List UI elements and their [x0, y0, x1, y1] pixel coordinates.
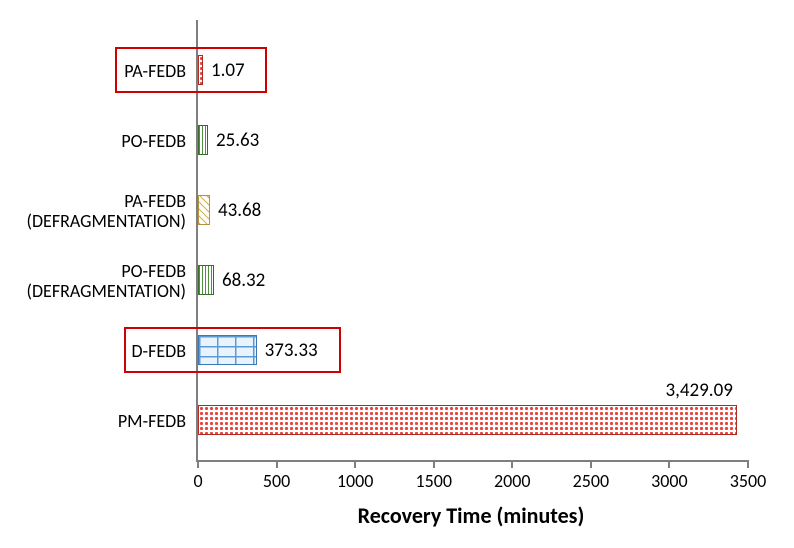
value-label-po-fedb: 25.63	[216, 129, 259, 152]
x-tick	[747, 460, 749, 468]
category-label-pa-fedb-defrag: PA-FEDB(DEFRAGMENTATION)	[6, 192, 186, 232]
x-tick-label: 0	[193, 470, 202, 492]
category-label-pm-fedb: PM-FEDB	[6, 412, 186, 432]
x-tick	[197, 460, 199, 468]
x-tick	[668, 460, 670, 468]
x-tick-label: 2000	[494, 470, 531, 492]
x-axis-label: Recovery Time (minutes)	[196, 502, 746, 529]
bar-d-fedb	[198, 335, 257, 365]
value-label-pm-fedb: 3,429.09	[666, 379, 733, 402]
bar-po-fedb	[198, 125, 208, 155]
x-tick-label: 1500	[415, 470, 452, 492]
category-label-pa-fedb: PA-FEDB	[6, 62, 186, 82]
x-tick	[511, 460, 513, 468]
chart-root: 0 500 1000 1500 2000 2500 3000 3500 1.07 25.63 43.…	[0, 0, 794, 548]
category-label-po-fedb: PO-FEDB	[6, 132, 186, 152]
plot-area: 05001000150020002500300035001.0725.6343.…	[196, 20, 748, 462]
bar-pm-fedb	[198, 405, 737, 435]
value-label-pa-fedb: 1.07	[211, 59, 245, 82]
bar-pa-fedb	[198, 55, 203, 85]
category-label-po-fedb-defrag: PO-FEDB(DEFRAGMENTATION)	[6, 262, 186, 302]
value-label-po-fedb-defrag: 68.32	[222, 269, 265, 292]
bar-po-fedb-defrag	[198, 265, 214, 295]
x-tick-label: 1000	[337, 470, 374, 492]
x-tick	[433, 460, 435, 468]
x-tick-label: 3000	[651, 470, 688, 492]
x-tick	[354, 460, 356, 468]
x-tick-label: 3500	[730, 470, 767, 492]
value-label-pa-fedb-defrag: 43.68	[218, 199, 261, 222]
x-tick-label: 500	[263, 470, 290, 492]
x-tick-label: 2500	[573, 470, 610, 492]
bar-pa-fedb-defrag	[198, 195, 210, 225]
x-tick	[590, 460, 592, 468]
category-label-d-fedb: D-FEDB	[6, 342, 186, 362]
value-label-d-fedb: 373.33	[265, 339, 318, 362]
x-tick	[276, 460, 278, 468]
